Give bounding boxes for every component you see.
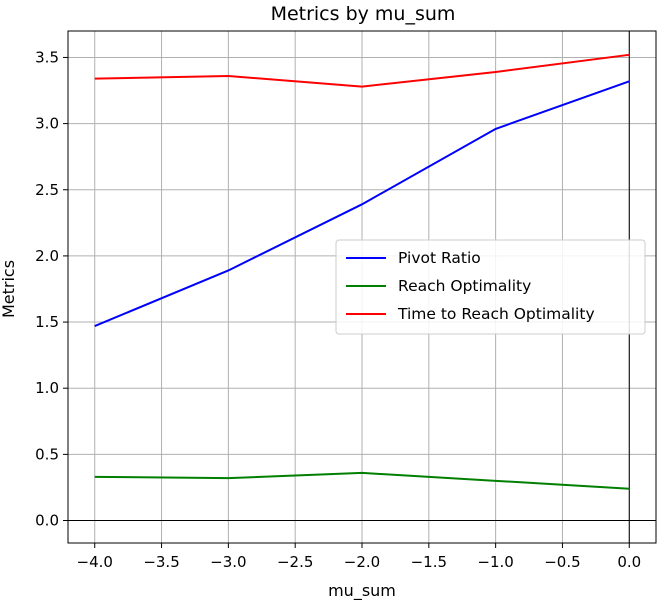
series-line-2 xyxy=(94,471,630,490)
x-tick-label: 0.0 xyxy=(617,553,641,571)
series-line-1 xyxy=(94,80,630,327)
x-tick-label: −1.0 xyxy=(477,553,513,571)
x-tick-label: −3.5 xyxy=(143,553,179,571)
legend: Pivot Ratio Reach Optimality Time to Reach… xyxy=(335,239,646,335)
y-tick-label: 3.0 xyxy=(35,115,59,133)
x-tick-label: −1.5 xyxy=(411,553,447,571)
legend-label-3: Time to Reach Optimality xyxy=(397,305,595,323)
legend-box xyxy=(335,239,646,335)
x-tick-label: −3.0 xyxy=(210,553,246,571)
x-tick-label: −2.5 xyxy=(277,553,313,571)
y-axis-label: Metrics xyxy=(0,260,18,318)
y-tick-label: 0.5 xyxy=(35,445,59,463)
x-axis-ticks: −4.0 −3.5 −3.0 −2.5 −2.0 −1.5 −1.0 −0.5 0.0 xyxy=(77,543,641,571)
y-tick-label: 1.0 xyxy=(35,379,59,397)
x-tick-label: −0.5 xyxy=(544,553,580,571)
legend-label-1: Pivot Ratio xyxy=(398,249,481,267)
legend-label-2: Reach Optimality xyxy=(398,277,531,295)
y-axis-ticks: 0.0 0.5 1.0 1.5 2.0 2.5 3.0 3.5 xyxy=(35,48,68,530)
x-tick-label: −4.0 xyxy=(77,553,113,571)
x-axis-label: mu_sum xyxy=(328,581,396,601)
series-lines xyxy=(94,53,630,490)
y-tick-label: 2.0 xyxy=(35,247,59,265)
y-tick-label: 0.0 xyxy=(35,512,59,530)
y-tick-label: 1.5 xyxy=(35,313,59,331)
y-tick-label: 3.5 xyxy=(35,48,59,66)
x-tick-label: −2.0 xyxy=(344,553,380,571)
series-line-3 xyxy=(94,53,630,88)
y-tick-label: 2.5 xyxy=(35,181,59,199)
chart-title: Metrics by mu_sum xyxy=(271,3,456,25)
